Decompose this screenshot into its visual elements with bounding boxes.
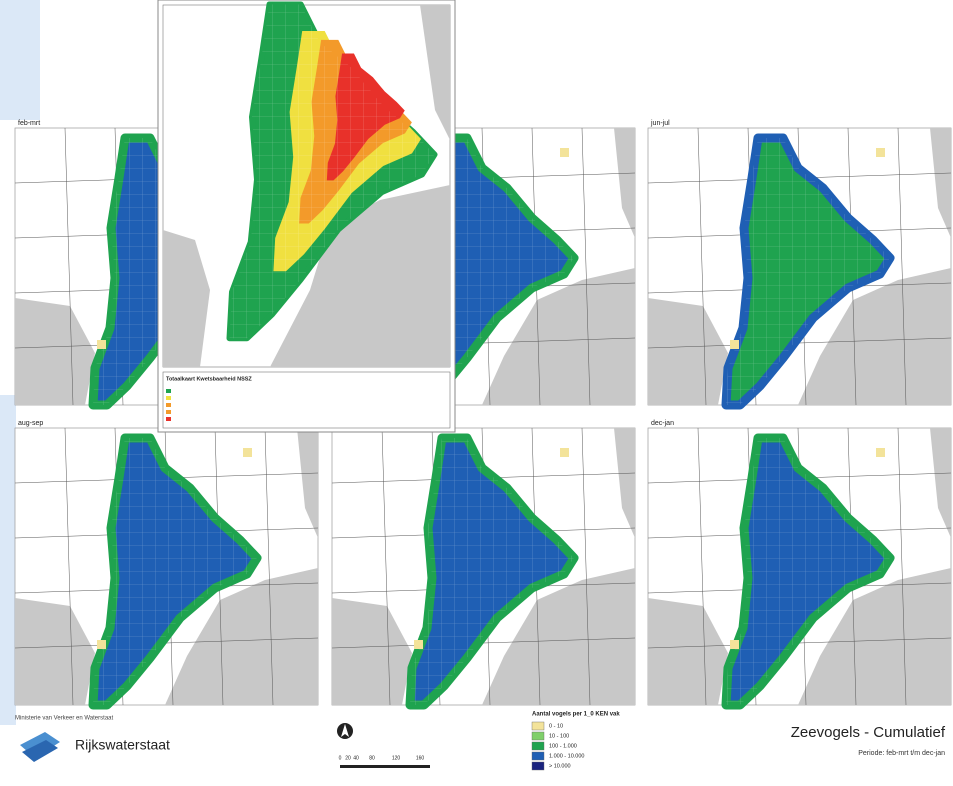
legend-label: 100 - 1.000 <box>549 743 577 749</box>
inset-key <box>166 396 171 400</box>
inset-key <box>166 410 171 414</box>
scale-label: 160 <box>416 755 425 761</box>
panel-label: aug-sep <box>18 420 43 427</box>
map-sheet: feb-mrt jun-jul aug-sep dec-jan Totaalkaart… <box>0 0 953 781</box>
legend-swatch <box>532 752 544 760</box>
logo-name: Rijkswaterstaat <box>75 737 170 753</box>
scale-label: 120 <box>392 755 401 761</box>
title: Zeevogels - Cumulatief <box>791 724 946 741</box>
legend-swatch <box>532 732 544 740</box>
legend-label: > 10.000 <box>549 763 571 769</box>
cell <box>876 148 885 157</box>
legend-swatch <box>532 762 544 770</box>
inset-key <box>166 389 171 393</box>
scale-label: 20 <box>345 755 351 761</box>
map-panel: jun-jul <box>648 120 951 405</box>
cell <box>560 448 569 457</box>
inset-map: Totaalkaart Kwetsbaarheid NSSZ <box>158 0 455 432</box>
inset-key <box>166 403 171 407</box>
inset-key <box>166 417 171 421</box>
cell <box>97 640 106 649</box>
cell <box>560 148 569 157</box>
panel-label: jun-jul <box>650 120 670 127</box>
legend-label: 1.000 - 10.000 <box>549 753 584 759</box>
subtitle: Periode: feb-mrt t/m dec-jan <box>858 750 945 757</box>
legend-label: 0 - 10 <box>549 723 563 729</box>
panel-label: feb-mrt <box>18 120 40 127</box>
legend-swatch <box>532 722 544 730</box>
legend-title: Aantal vogels per 1_0 KEN vak <box>532 712 620 718</box>
map-panel: aug-sep <box>15 420 318 705</box>
page: feb-mrt jun-jul aug-sep dec-jan Totaalkaart… <box>0 0 953 786</box>
cell <box>730 340 739 349</box>
inset-title: Totaalkaart Kwetsbaarheid NSSZ <box>166 376 252 382</box>
map-panel <box>332 428 635 705</box>
scale-bar <box>340 765 430 768</box>
sidebar <box>0 0 40 120</box>
cell <box>97 340 106 349</box>
ministry: Ministerie van Verkeer en Waterstaat <box>15 716 113 722</box>
cell <box>730 640 739 649</box>
scale-label: 40 <box>353 755 359 761</box>
cell <box>876 448 885 457</box>
scale-label: 0 <box>339 755 342 761</box>
cell <box>243 448 252 457</box>
legend-label: 10 - 100 <box>549 733 569 739</box>
legend-swatch <box>532 742 544 750</box>
cell <box>414 640 423 649</box>
scale-label: 80 <box>369 755 375 761</box>
sidebar <box>0 395 16 725</box>
map-panel: dec-jan <box>648 420 951 705</box>
panel-label: dec-jan <box>651 420 674 427</box>
